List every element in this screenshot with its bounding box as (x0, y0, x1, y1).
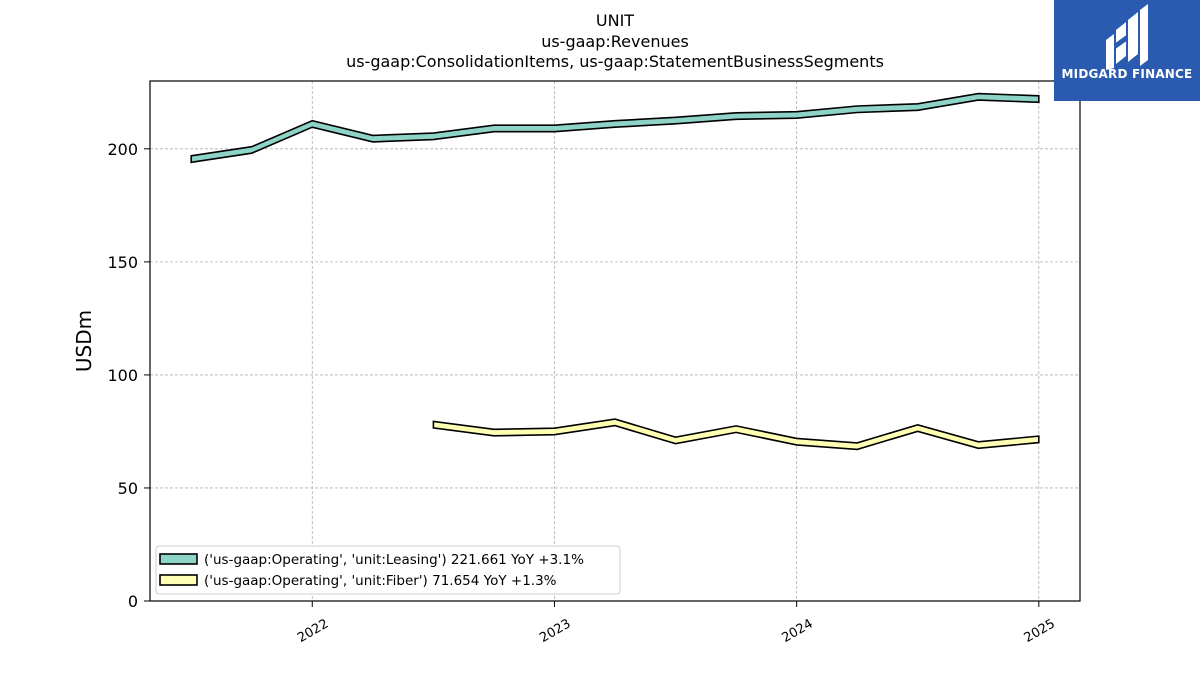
legend-entry-label: ('us-gaap:Operating', 'unit:Leasing') 22… (204, 552, 584, 568)
y-axis-label: USDm (72, 310, 96, 372)
y-tick-label: 150 (107, 253, 138, 272)
y-tick-label: 50 (118, 479, 138, 498)
x-tick-label: 2022 (295, 616, 331, 646)
series-2 (432, 418, 1040, 451)
midgard-finance-logo: MIDGARD FINANCE (1054, 0, 1200, 101)
y-tick-label: 100 (107, 366, 138, 385)
grid-lines (150, 81, 1080, 601)
legend-box (155, 545, 621, 595)
logo-mark-icon (1106, 4, 1148, 70)
chart-title-line-3: us-gaap:ConsolidationItems, us-gaap:Stat… (346, 52, 884, 71)
x-tick-label: 2023 (537, 616, 573, 646)
x-tick-label: 2025 (1022, 616, 1058, 646)
logo-text: MIDGARD FINANCE (1061, 67, 1193, 81)
series-line (432, 418, 1040, 451)
series-layer (190, 92, 1040, 451)
x-tick-label: 2024 (779, 616, 815, 646)
y-axis: 0 50 100 150 200 (107, 140, 150, 611)
y-tick-label: 0 (128, 592, 138, 611)
series-1 (190, 92, 1040, 164)
plot-frame (149, 80, 1081, 602)
legend-swatch (159, 553, 198, 565)
x-axis: 2022 2023 2024 2025 (295, 601, 1058, 646)
chart-title-line-1: UNIT (595, 11, 635, 30)
chart-title-line-2: us-gaap:Revenues (541, 32, 689, 51)
y-tick-label: 200 (107, 140, 138, 159)
legend-entry-label: ('us-gaap:Operating', 'unit:Fiber') 71.6… (204, 573, 557, 589)
series-line (190, 92, 1040, 164)
legend-swatch (159, 574, 198, 586)
legend: ('us-gaap:Operating', 'unit:Leasing') 22… (155, 545, 621, 595)
